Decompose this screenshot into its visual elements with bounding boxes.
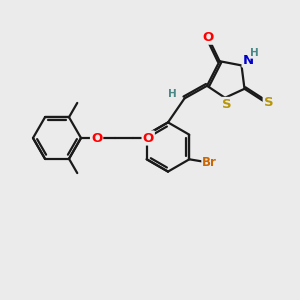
- Text: H: H: [250, 48, 259, 58]
- Text: O: O: [91, 131, 102, 145]
- Text: S: S: [264, 96, 273, 109]
- Text: N: N: [242, 53, 254, 67]
- Text: O: O: [202, 31, 213, 44]
- Text: Br: Br: [202, 156, 217, 169]
- Text: O: O: [142, 131, 154, 145]
- Text: S: S: [222, 98, 231, 111]
- Text: H: H: [167, 89, 176, 99]
